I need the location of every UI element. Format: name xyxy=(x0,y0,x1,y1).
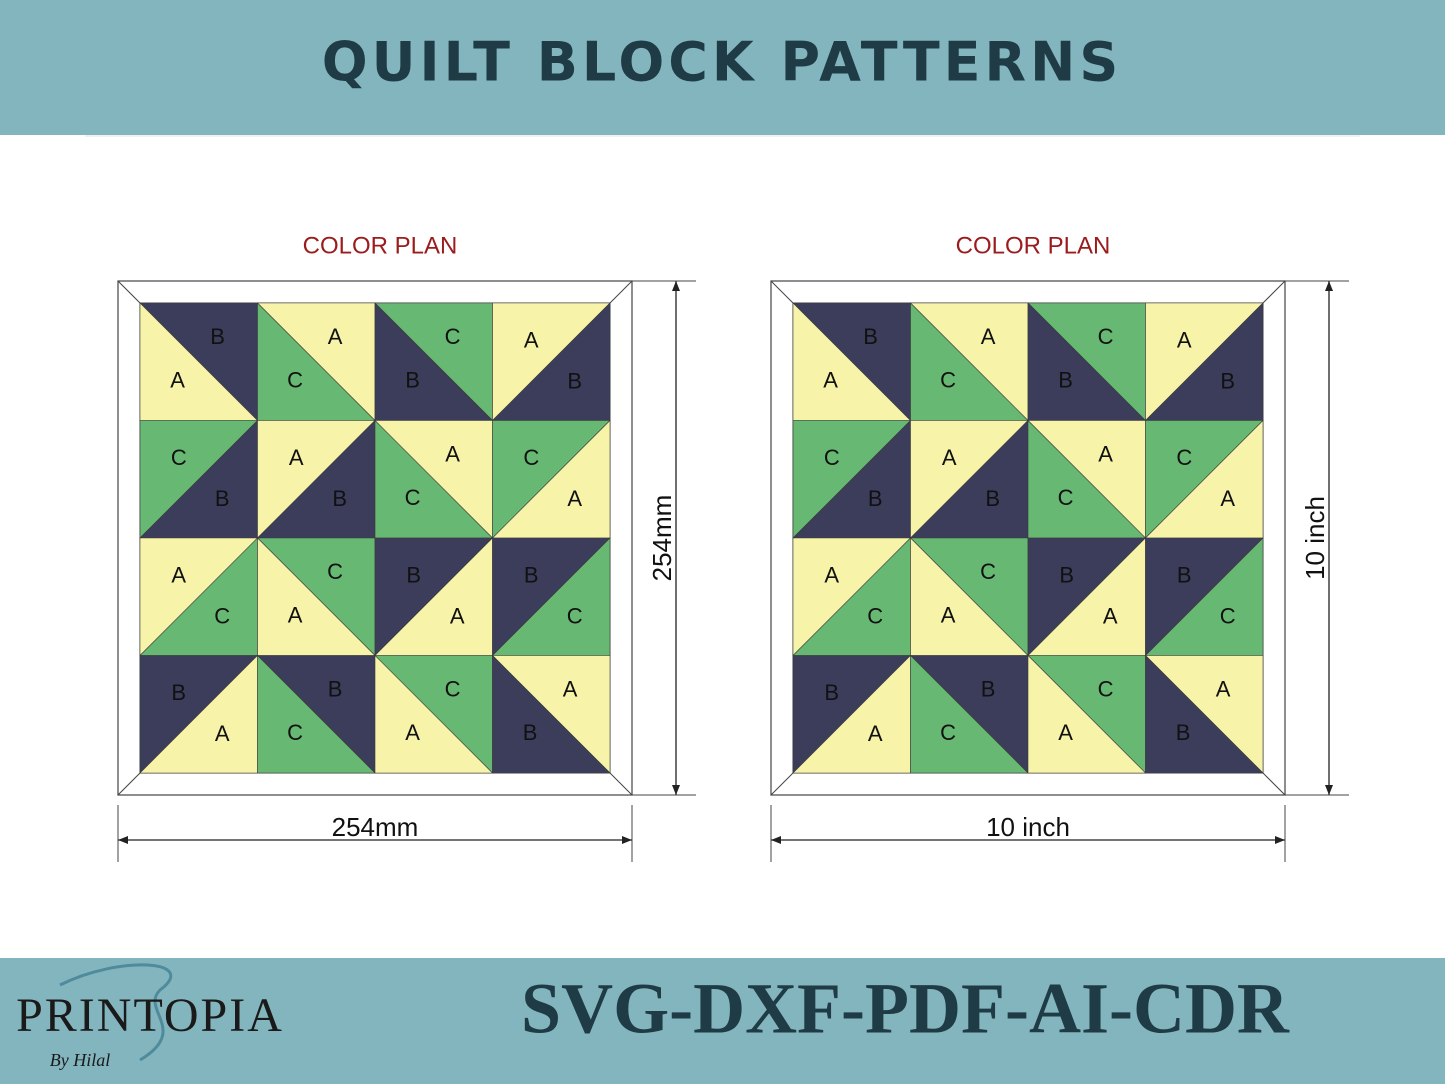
patch-letter: A xyxy=(524,328,539,353)
patch-letter: A xyxy=(328,324,343,349)
quilt-block: COLOR PLANBAACCBABCBABACCAACCABABCBABCCA… xyxy=(770,232,1349,862)
patch-letter: C xyxy=(405,485,421,510)
frame-mitre xyxy=(1262,772,1286,796)
patch xyxy=(1145,654,1264,774)
patch-letter: B xyxy=(824,680,839,705)
plan-title: COLOR PLAN xyxy=(303,232,458,259)
height-label: 10 inch xyxy=(1300,496,1330,580)
patch xyxy=(492,654,611,774)
patch-letter: B xyxy=(215,486,230,511)
patch-letter: C xyxy=(327,559,343,584)
patch-letter: C xyxy=(523,445,539,470)
plan-title: COLOR PLAN xyxy=(956,232,1111,259)
quilt-block: COLOR PLANBAACCBABCBABACCAACCABABCBABCCA… xyxy=(117,232,696,862)
patch-letter: B xyxy=(171,680,186,705)
width-label: 10 inch xyxy=(986,812,1070,842)
patch-letter: B xyxy=(406,563,421,588)
footer-bar xyxy=(0,958,1445,1084)
patch-letter: C xyxy=(445,324,461,349)
patch-letter: C xyxy=(940,368,956,393)
patch-letter: C xyxy=(1058,485,1074,510)
patch-letter: C xyxy=(1220,604,1236,629)
patch-letter: A xyxy=(288,603,303,628)
patch-letter: A xyxy=(170,368,185,393)
formats: SVG-DXF-PDF-AI-CDR xyxy=(521,969,1290,1049)
patch-letter: B xyxy=(567,369,582,394)
patch-letter: C xyxy=(567,604,583,629)
logo-swirl xyxy=(59,963,173,1062)
frame-mitre xyxy=(770,280,794,304)
patch-letter: B xyxy=(328,677,343,702)
patch xyxy=(1027,654,1147,774)
patch-letter: A xyxy=(289,445,304,470)
patch-letter: A xyxy=(942,445,957,470)
patch-letter: A xyxy=(1058,720,1073,745)
patch-letter: A xyxy=(1220,486,1235,511)
frame-mitre xyxy=(117,772,141,796)
patch-letter: B xyxy=(863,324,878,349)
patch-letter: B xyxy=(523,720,538,745)
patch-letter: B xyxy=(985,486,1000,511)
patch-letter: A xyxy=(450,604,465,629)
frame-mitre xyxy=(770,772,794,796)
width-label: 254mm xyxy=(332,812,419,842)
patch-letter: C xyxy=(171,445,187,470)
signature: By Hilal xyxy=(50,1050,111,1070)
patch-letter: C xyxy=(1176,445,1192,470)
patch-letter: C xyxy=(214,604,230,629)
patch-letter: C xyxy=(1098,677,1114,702)
patch-letter: A xyxy=(868,721,883,746)
patch-letter: A xyxy=(824,563,839,588)
patch-letter: C xyxy=(940,720,956,745)
patch xyxy=(374,654,494,774)
patch-letter: C xyxy=(287,368,303,393)
patch-letter: B xyxy=(1176,720,1191,745)
patch-letter: C xyxy=(287,720,303,745)
frame-mitre xyxy=(609,772,633,796)
patch-letter: C xyxy=(867,604,883,629)
header-bar xyxy=(0,0,1445,135)
patch-letter: A xyxy=(171,563,186,588)
patch-letter: A xyxy=(823,368,838,393)
header-title: QUILT BLOCK PATTERNS xyxy=(322,31,1122,94)
patch-letter: A xyxy=(1103,604,1118,629)
frame-mitre xyxy=(1262,280,1286,304)
patch-letter: A xyxy=(1177,328,1192,353)
patch-letter: A xyxy=(941,603,956,628)
patch-letter: B xyxy=(1177,563,1192,588)
patch-letter: B xyxy=(868,486,883,511)
patch-letter: C xyxy=(1098,324,1114,349)
patch-letter: A xyxy=(563,677,578,702)
patch-letter: A xyxy=(405,720,420,745)
patch-letter: B xyxy=(1220,369,1235,394)
patch-letter: C xyxy=(445,677,461,702)
patch-letter: B xyxy=(332,486,347,511)
patch-letter: A xyxy=(215,721,230,746)
patch-letter: A xyxy=(445,442,460,467)
patch-letter: B xyxy=(981,677,996,702)
patch-letter: A xyxy=(1098,442,1113,467)
patch xyxy=(910,654,1029,774)
patch-letter: A xyxy=(567,486,582,511)
frame-mitre xyxy=(117,280,141,304)
patch-letter: A xyxy=(981,324,996,349)
patch-letter: B xyxy=(524,563,539,588)
patch-letter: A xyxy=(1216,677,1231,702)
patch-letter: C xyxy=(824,445,840,470)
patch-letter: C xyxy=(980,559,996,584)
patch-letter: B xyxy=(405,368,420,393)
brand: PRINTOPIA xyxy=(16,989,284,1042)
patch-letter: B xyxy=(1058,368,1073,393)
patch xyxy=(257,654,376,774)
patch-letter: B xyxy=(210,324,225,349)
patch-letter: B xyxy=(1059,563,1074,588)
height-label: 254mm xyxy=(647,495,677,582)
frame-mitre xyxy=(609,280,633,304)
